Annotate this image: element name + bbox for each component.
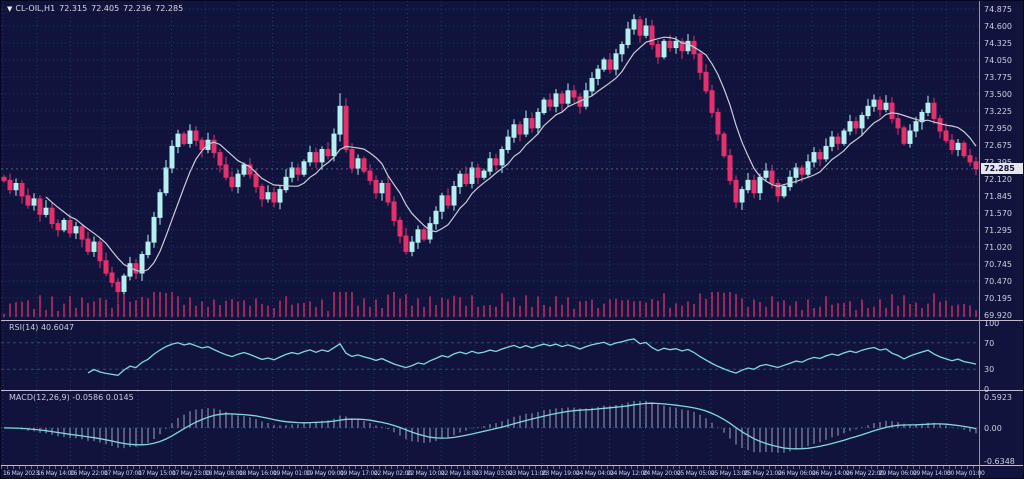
time-axis-label: 17 May 15:00 [138,470,176,477]
time-axis-label: 19 May 17:00 [340,470,378,477]
time-axis-label: 17 May 07:00 [104,470,142,477]
volume-bars [3,292,977,317]
macd-signal-line [3,402,977,450]
price-axis-label: 73.500 [984,90,1012,99]
rsi-axis-label: 0 [984,385,990,394]
time-axis-label: 22 May 10:00 [407,470,445,477]
time-axis-label: 29 May 14:00 [913,470,951,477]
symbol-label: CL-OIL,H1 [15,4,56,13]
time-axis-label: 29 May 06:00 [879,470,917,477]
bar-tick-marks [1,466,979,469]
ma-line [45,36,977,273]
rsi-label: RSI(14) 40.6047 [9,323,75,332]
price-axis-label: 72.675 [984,141,1012,150]
ohlc-low: 72.236 [123,4,152,13]
rsi-panel[interactable]: RSI(14) 40.6047 [1,321,979,390]
time-axis-label: 26 May 06:00 [778,470,816,477]
price-axis[interactable]: 72.285 74.875 74.600 74.325 74.050 73.775 73.… [979,1,1023,478]
ohlc-open: 72.315 [59,4,88,13]
time-axis-label: 23 May 19:00 [542,470,580,477]
price-axis-label: 70.470 [984,277,1012,286]
time-axis-label: 19 May 09:00 [306,470,344,477]
chart-title: ▼ CL-OIL,H1 72.315 72.405 72.236 72.285 [7,4,187,13]
price-axis-label: 71.570 [984,209,1012,218]
time-axis-label: 25 May 13:00 [711,470,749,477]
candles [1,14,979,304]
macd-axis-label: -0.6348 [984,457,1015,466]
time-axis[interactable]: 16 May 2023 16 May 14:00 16 May 22:00 17 Ma… [1,466,1023,478]
price-axis-label: 73.225 [984,107,1012,116]
time-axis-label: 18 May 16:00 [239,470,277,477]
price-axis-label: 70.745 [984,260,1012,269]
panel-separator[interactable] [1,390,1023,391]
price-axis-label: 71.020 [984,243,1012,252]
macd-chart [1,391,979,465]
time-axis-label: 22 May 02:00 [374,470,412,477]
rsi-line [87,338,977,376]
rsi-chart [1,321,979,390]
rsi-axis-label: 100 [984,319,1000,328]
time-axis-label: 25 May 05:00 [677,470,715,477]
time-axis-label: 23 May 03:00 [475,470,513,477]
price-axis-label: 72.120 [984,175,1012,184]
price-axis-label: 74.050 [984,56,1012,65]
price-axis-label: 71.295 [984,226,1012,235]
macd-axis-label: 0.5923 [984,393,1012,402]
main-chart-panel[interactable]: ▼ CL-OIL,H1 72.315 72.405 72.236 72.285 [1,1,979,320]
price-axis-label: 72.395 [984,158,1012,167]
price-axis-label: 74.875 [984,5,1012,14]
time-axis-label: 17 May 23:00 [172,470,210,477]
price-axis-label: 73.775 [984,73,1012,82]
ohlc-high: 72.405 [91,4,120,13]
time-axis-label: 25 May 21:00 [744,470,782,477]
time-axis-label: 24 May 20:00 [643,470,681,477]
time-axis-label: 18 May 08:00 [205,470,243,477]
symbol-menu-icon[interactable]: ▼ [7,5,13,13]
time-axis-label: 24 May 04:00 [576,470,614,477]
time-axis-label: 16 May 2023 [3,470,39,477]
time-axis-label: 23 May 11:00 [509,470,547,477]
ohlc-close: 72.285 [155,4,184,13]
price-axis-label: 71.845 [984,192,1012,201]
price-axis-label: 74.325 [984,39,1012,48]
macd-panel[interactable]: MACD(12,26,9) -0.0586 0.0145 [1,391,979,465]
current-price-tag: 72.285 [981,163,1023,174]
candlestick-chart [1,1,979,320]
time-axis-label: 16 May 22:00 [70,470,108,477]
panel-separator[interactable] [1,320,1023,321]
time-axis-label: 16 May 14:00 [37,470,75,477]
rsi-axis-label: 30 [984,365,995,374]
time-axis-label: 30 May 01:00 [947,470,985,477]
price-axis-label: 69.920 [984,311,1012,320]
price-axis-label: 72.950 [984,124,1012,133]
time-axis-label: 24 May 12:00 [610,470,648,477]
macd-axis-label: 0.00 [984,424,1002,433]
grid-lines [1,321,979,390]
macd-label: MACD(12,26,9) -0.0586 0.0145 [9,393,134,402]
time-axis-label: 22 May 18:00 [441,470,479,477]
time-axis-label: 19 May 01:00 [273,470,311,477]
rsi-axis-label: 70 [984,339,995,348]
time-axis-label: 26 May 14:00 [812,470,850,477]
panel-separator[interactable] [1,465,1023,466]
price-axis-label: 74.600 [984,22,1012,31]
time-axis-label: 26 May 22:00 [846,470,884,477]
price-axis-label: 70.195 [984,294,1012,303]
macd-histogram [9,400,977,453]
